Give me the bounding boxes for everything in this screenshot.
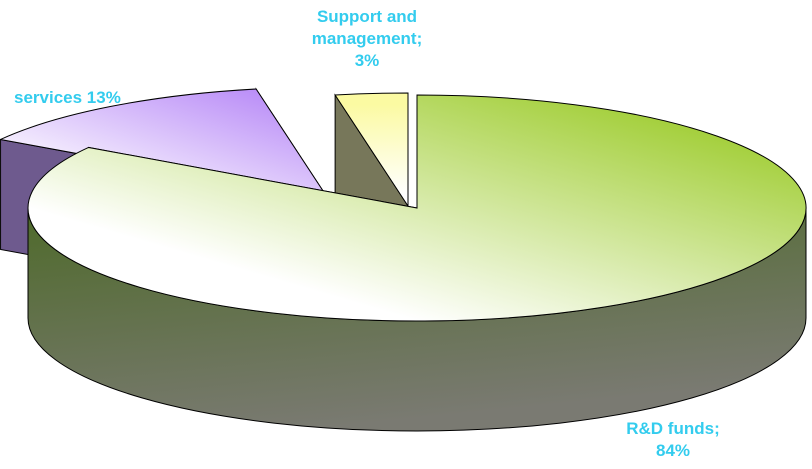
- slice-label-rd-funds: R&D funds; 84%: [626, 419, 720, 460]
- slice-rd-funds: [27, 94, 807, 322]
- slice-services: [0, 88, 331, 201]
- slice-label-support-and-management: Support and management; 3%: [311, 7, 423, 70]
- slice-label-services: services 13%: [14, 88, 121, 107]
- slice-support-and-management: [334, 92, 409, 208]
